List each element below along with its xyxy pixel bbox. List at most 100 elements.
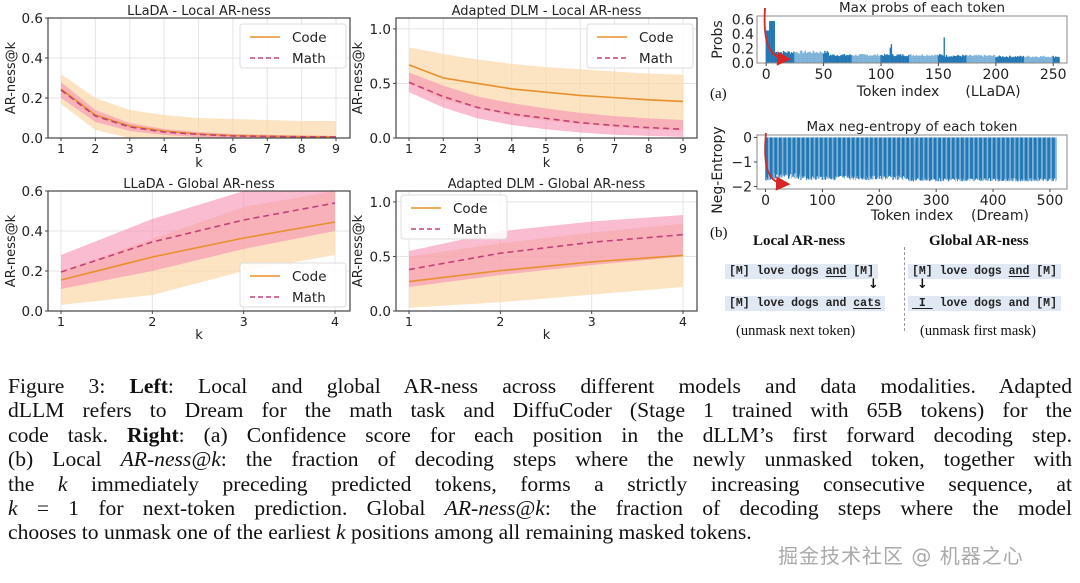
bar (898, 54, 901, 63)
bar (974, 55, 976, 63)
bar (779, 137, 781, 176)
bar (1020, 137, 1021, 182)
bar (854, 137, 856, 178)
bar (826, 137, 827, 177)
bar (1046, 137, 1048, 180)
bar (810, 137, 812, 179)
bar (840, 137, 842, 176)
bar (1050, 137, 1052, 180)
bar (848, 55, 850, 63)
bar (803, 52, 805, 63)
bar (1020, 56, 1022, 63)
bar (848, 137, 850, 179)
bar (784, 137, 785, 177)
bar (1016, 137, 1018, 181)
bar (946, 137, 947, 180)
bar (917, 56, 919, 63)
bar (801, 137, 802, 181)
y-tick-label: 0.0 (370, 304, 391, 320)
x-tick-label: 4 (508, 141, 516, 156)
series-layer (60, 74, 337, 138)
bar (774, 137, 776, 179)
bar (1005, 137, 1007, 182)
bar (766, 30, 769, 63)
bar (1023, 57, 1026, 63)
bar (857, 137, 859, 177)
bar (945, 54, 948, 63)
bar (772, 21, 774, 63)
chart-title: Max neg-entropy of each token (807, 119, 1018, 135)
bar (931, 137, 933, 181)
bar (898, 137, 900, 180)
bar (770, 21, 772, 63)
chart-adapted-global: 1 2 3 4 0.0 0.5 1.0 Adapted DLM - Global AR-nes… (351, 177, 698, 343)
bar (1034, 137, 1036, 181)
bar (963, 55, 965, 63)
bar (991, 137, 992, 181)
bar (998, 137, 1000, 179)
bar (952, 55, 955, 63)
token: [M] (1036, 265, 1057, 278)
bar (822, 137, 824, 181)
bar (1029, 57, 1032, 63)
bar (938, 137, 940, 179)
bar (904, 137, 906, 178)
x-tick-label: 4 (679, 314, 687, 329)
bar (992, 54, 995, 63)
bar (905, 137, 907, 179)
bar (862, 137, 864, 179)
bar (865, 137, 867, 181)
bar (890, 137, 892, 178)
axes-frame (395, 190, 698, 312)
bar (900, 137, 901, 176)
legend-label-code: Code (292, 269, 327, 285)
bar (884, 137, 885, 177)
bar (1030, 137, 1032, 182)
bar (818, 137, 820, 177)
y-tick-label: 0.4 (22, 51, 43, 67)
bar (1019, 137, 1021, 179)
bar (938, 54, 941, 63)
bar (826, 50, 828, 63)
bar (1025, 137, 1027, 182)
bar (944, 137, 946, 179)
bar (958, 137, 959, 179)
bar (844, 137, 846, 176)
bar (1026, 56, 1028, 63)
y-tick-label: 0 (743, 130, 752, 146)
bar (1024, 137, 1026, 182)
axes-frame (756, 15, 1068, 64)
bar (836, 55, 839, 63)
bar (1002, 137, 1004, 181)
bar (966, 137, 967, 181)
bar (769, 21, 771, 63)
bar (810, 137, 812, 179)
bar (830, 137, 832, 179)
bar (1022, 137, 1024, 181)
bar (850, 55, 852, 63)
bar (1025, 56, 1027, 63)
bar (890, 137, 892, 177)
bar (766, 137, 768, 178)
bar (1030, 57, 1033, 63)
chart-neg-entropy: 0 100 200 300 400 500 −2 −1 0 Max neg-entropy of … (710, 119, 1068, 224)
caption-line: code task. Right: (a) Confidence score f… (8, 423, 1072, 447)
bar (987, 56, 989, 63)
bar (922, 55, 925, 63)
bar (912, 137, 913, 179)
bar (910, 137, 912, 182)
bar (838, 137, 840, 177)
bar (913, 56, 916, 63)
bar (900, 137, 902, 179)
bar (1022, 55, 1025, 63)
bar (801, 50, 803, 63)
bar (894, 56, 896, 63)
caption-italic: k (8, 496, 18, 521)
bar (859, 137, 860, 180)
bar (1027, 55, 1029, 63)
bar (951, 137, 953, 180)
bar (915, 137, 917, 180)
x-tick-label: 2 (496, 314, 504, 329)
bar (967, 137, 969, 180)
bar (1006, 137, 1008, 180)
